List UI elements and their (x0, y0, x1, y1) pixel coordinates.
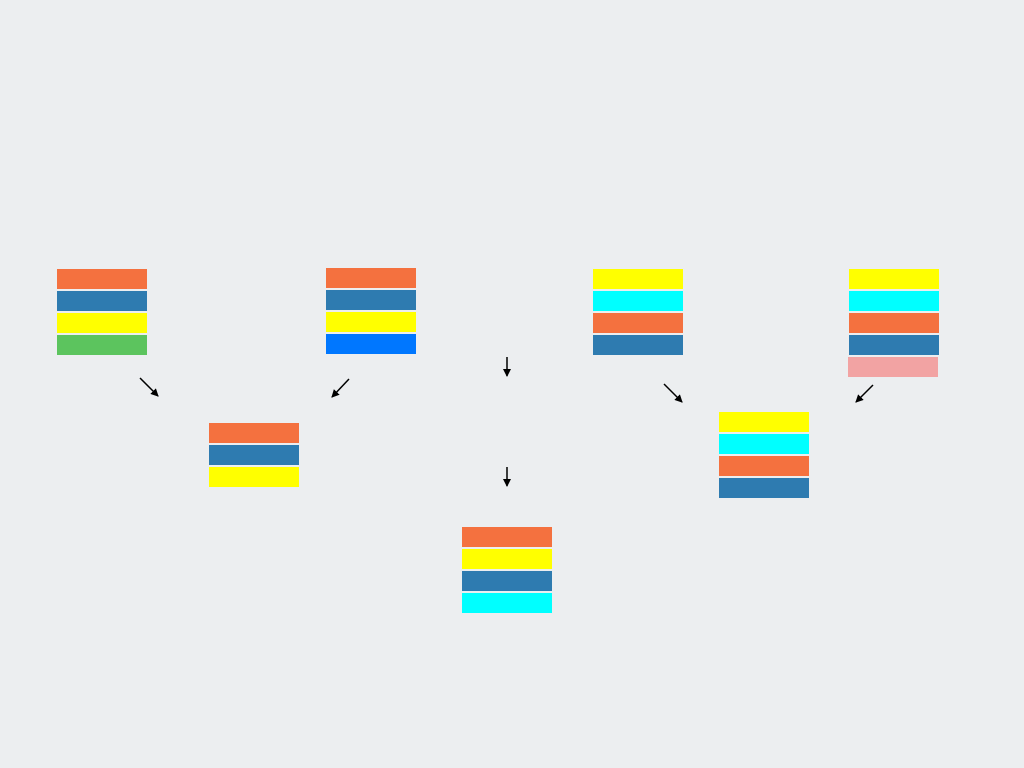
color-bar-steel-blue (719, 478, 809, 498)
stack-ab (209, 423, 299, 489)
color-bar-steel-blue (209, 445, 299, 465)
color-bar-orange (209, 423, 299, 443)
color-bar-steel-blue (462, 571, 552, 591)
arrow-down-right-icon (139, 377, 159, 397)
stack-b (326, 268, 416, 356)
color-bar-cyan (462, 593, 552, 613)
color-bar-steel-blue (849, 335, 939, 355)
color-bar-orange (57, 269, 147, 289)
color-bar-green (57, 335, 147, 355)
arrow-down-right-icon (663, 383, 683, 403)
color-bar-yellow (719, 412, 809, 432)
color-bar-steel-blue (593, 335, 683, 355)
color-bar-orange (326, 268, 416, 288)
arrow-down-left-icon (331, 378, 350, 398)
color-bar-yellow (57, 313, 147, 333)
color-bar-cyan (849, 291, 939, 311)
color-bar-cyan (719, 434, 809, 454)
color-bar-yellow (462, 549, 552, 569)
color-bar-steel-blue (57, 291, 147, 311)
stack-a (57, 269, 147, 357)
color-bar-orange (462, 527, 552, 547)
stack-d (848, 269, 939, 379)
color-bar-orange (593, 313, 683, 333)
color-bar-yellow (326, 312, 416, 332)
arrow-down-left-icon (855, 384, 874, 403)
color-bar-orange (719, 456, 809, 476)
color-bar-bright-blue (326, 334, 416, 354)
stack-cd (719, 412, 809, 500)
color-bar-steel-blue (326, 290, 416, 310)
color-bar-cyan (593, 291, 683, 311)
color-bar-yellow (209, 467, 299, 487)
stack-c (593, 269, 683, 357)
stack-result (462, 527, 552, 615)
color-bar-orange (849, 313, 939, 333)
color-bar-yellow (849, 269, 939, 289)
color-bar-yellow (593, 269, 683, 289)
color-bar-pink (848, 357, 938, 377)
